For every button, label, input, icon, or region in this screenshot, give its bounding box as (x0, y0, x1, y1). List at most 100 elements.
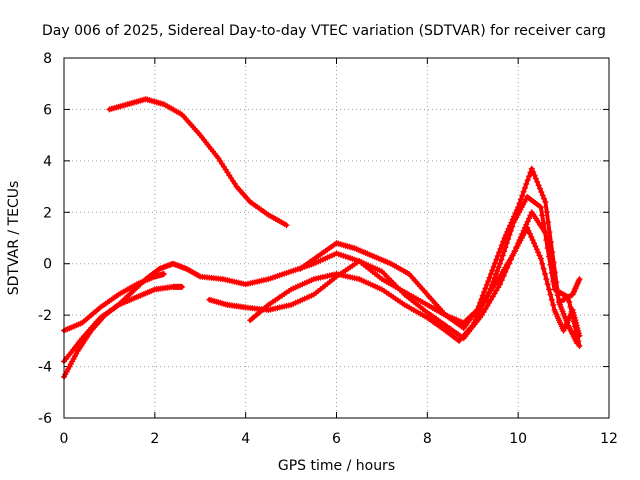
data-point-marker (497, 245, 504, 252)
data-point-marker (524, 218, 531, 225)
data-point-marker (539, 260, 546, 267)
data-point-marker (502, 244, 509, 251)
series-track-6 (247, 224, 583, 344)
data-point-marker (526, 230, 533, 237)
data-point-marker (575, 338, 582, 345)
data-point-marker (537, 204, 544, 211)
data-point-marker (488, 282, 495, 289)
data-point-marker (526, 173, 533, 180)
data-point-marker (490, 278, 497, 285)
data-point-marker (160, 271, 167, 277)
data-point-marker (527, 212, 534, 219)
data-point-marker (506, 231, 513, 238)
data-point-marker (179, 283, 186, 290)
data-point-marker (534, 178, 541, 185)
data-point-marker (550, 278, 557, 285)
data-point-marker (491, 275, 498, 282)
data-point-marker (576, 343, 583, 349)
data-point-marker (546, 286, 553, 293)
data-point-marker (540, 220, 547, 227)
data-point-marker (536, 203, 543, 210)
data-point-marker (483, 296, 490, 303)
data-point-marker (574, 333, 581, 340)
data-point-marker (480, 309, 487, 316)
data-point-marker (516, 200, 523, 207)
data-point-marker (501, 248, 508, 255)
data-point-marker (507, 227, 514, 234)
data-point-marker (565, 294, 572, 301)
data-point-marker (538, 188, 545, 195)
data-point-marker (524, 177, 531, 184)
data-point-marker (544, 245, 551, 252)
data-point-marker (536, 252, 543, 259)
data-point-marker (566, 299, 573, 306)
x-tick-label: 10 (509, 431, 527, 447)
series-track-5 (61, 271, 167, 334)
series-line (107, 97, 289, 228)
data-point-marker (524, 224, 531, 231)
y-tick-label: 2 (43, 205, 52, 221)
y-tick-label: 4 (43, 154, 52, 170)
data-point-marker (498, 242, 505, 249)
data-point-marker (570, 318, 577, 325)
data-point-marker (495, 264, 502, 271)
data-point-marker (545, 219, 552, 226)
data-point-marker (532, 243, 539, 250)
x-axis-label: GPS time / hours (278, 458, 395, 474)
data-point-marker (505, 236, 512, 243)
series-track-1 (106, 96, 290, 229)
data-point-marker (541, 228, 548, 235)
data-point-marker (532, 175, 539, 182)
data-point-marker (487, 285, 494, 292)
data-point-marker (525, 227, 532, 234)
data-point-marker (569, 313, 576, 320)
data-point-marker (547, 261, 554, 268)
data-point-marker (567, 303, 574, 310)
data-point-marker (531, 240, 538, 247)
data-point-marker (544, 281, 551, 288)
series-track-4 (206, 209, 581, 347)
x-tick-label: 0 (60, 431, 69, 447)
y-tick-label: 8 (43, 51, 52, 67)
data-point-marker (543, 237, 550, 244)
data-point-marker (471, 319, 478, 326)
data-point-marker (541, 195, 548, 202)
data-point-marker (503, 240, 510, 247)
data-point-marker (543, 276, 550, 283)
data-point-marker (486, 289, 493, 296)
data-point-marker (530, 168, 537, 175)
data-point-marker (537, 255, 544, 262)
series-track-7 (297, 193, 583, 349)
data-point-marker (497, 260, 503, 267)
data-point-marker (526, 215, 533, 222)
data-point-marker (547, 291, 554, 298)
data-point-marker (491, 290, 498, 297)
data-point-marker (535, 182, 542, 189)
data-point-marker (500, 238, 507, 245)
data-point-marker (542, 199, 549, 205)
data-point-marker (563, 293, 570, 300)
data-point-marker (546, 253, 553, 260)
data-point-marker (571, 323, 578, 330)
data-series (61, 96, 583, 380)
data-point-marker (492, 271, 499, 278)
data-point-marker (486, 299, 493, 306)
data-point-marker (550, 301, 557, 308)
data-point-marker (539, 192, 546, 199)
data-point-marker (499, 252, 506, 259)
data-point-marker (494, 267, 501, 274)
data-point-marker (535, 249, 542, 256)
data-point-marker (472, 316, 479, 323)
data-point-marker (548, 269, 555, 276)
series-track-3 (61, 283, 186, 365)
data-point-marker (496, 249, 503, 256)
data-point-marker (536, 185, 543, 192)
data-point-marker (528, 233, 535, 240)
data-point-marker (521, 184, 528, 191)
plot-frame (63, 57, 610, 419)
data-point-marker (528, 165, 535, 172)
data-point-marker (573, 328, 580, 335)
x-tick-label: 8 (423, 431, 432, 447)
data-point-marker (484, 293, 491, 300)
